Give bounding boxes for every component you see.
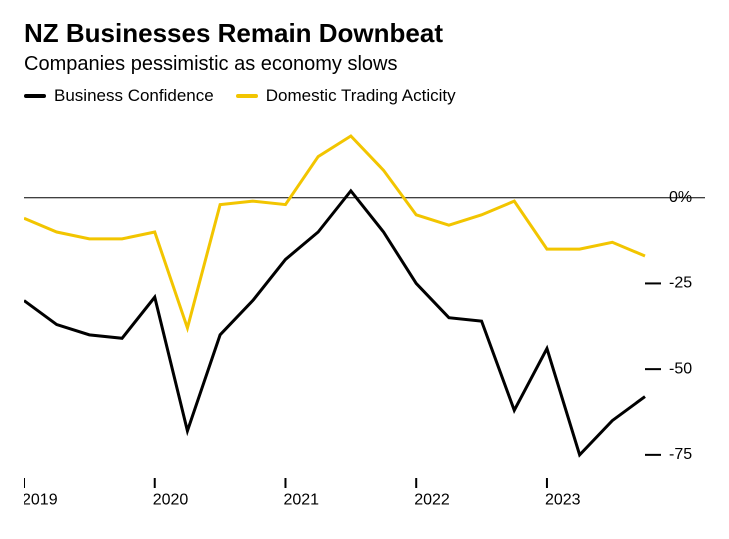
- x-tick-label: 2023: [545, 491, 581, 508]
- legend-item-business-confidence: Business Confidence: [24, 86, 214, 106]
- y-tick-label: -25: [669, 275, 692, 292]
- chart-container: NZ Businesses Remain Downbeat Companies …: [0, 0, 729, 539]
- legend-label: Domestic Trading Acticity: [266, 86, 456, 106]
- chart-title: NZ Businesses Remain Downbeat: [24, 18, 705, 49]
- legend: Business Confidence Domestic Trading Act…: [24, 86, 705, 106]
- series-line: [24, 191, 645, 455]
- y-tick-label: 0%: [669, 189, 692, 206]
- legend-swatch-icon: [24, 94, 46, 98]
- x-tick-label: 2021: [283, 491, 319, 508]
- legend-item-domestic-trading: Domestic Trading Acticity: [236, 86, 456, 106]
- series-line: [24, 136, 645, 328]
- chart-subtitle: Companies pessimistic as economy slows: [24, 53, 705, 76]
- y-tick-label: -75: [669, 446, 692, 463]
- chart-svg: 0% -25 -50 -75 2019 2020 2021 2022 2023: [24, 112, 705, 512]
- plot-area: 0% -25 -50 -75 2019 2020 2021 2022 2023: [24, 112, 705, 512]
- x-tick-label: 2022: [414, 491, 450, 508]
- legend-swatch-icon: [236, 94, 258, 98]
- x-tick-label: 2019: [24, 491, 58, 508]
- legend-label: Business Confidence: [54, 86, 214, 106]
- x-tick-label: 2020: [153, 491, 189, 508]
- y-tick-label: -50: [669, 360, 692, 377]
